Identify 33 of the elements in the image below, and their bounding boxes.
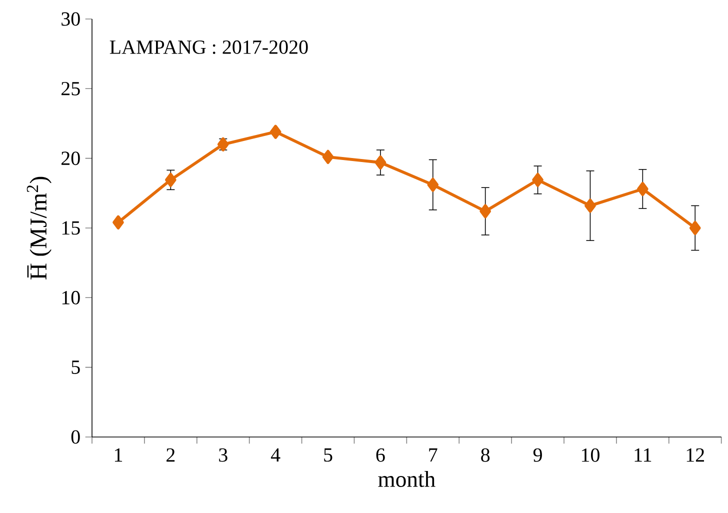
point — [374, 155, 386, 170]
x-tick-label: 11 — [634, 448, 652, 462]
x-tick-label: 6 — [376, 448, 385, 462]
point — [165, 172, 176, 187]
point — [532, 172, 544, 187]
x-tick-label: 1 — [114, 448, 122, 462]
x-tick-label: 12 — [686, 448, 704, 462]
point — [584, 198, 596, 213]
x-tick-label: 5 — [324, 448, 332, 462]
point — [689, 220, 701, 236]
annotation: LAMPANG : 2017-2020 — [110, 40, 308, 54]
y-tick-label: 15 — [62, 221, 80, 235]
y-axis-title: H̅ (MJ/m$^{2}$) — [26, 176, 52, 280]
x-tick-label: 4 — [270, 448, 280, 462]
y-tick-label: 0 — [71, 430, 80, 444]
point — [427, 178, 439, 192]
x-tick-label: 8 — [481, 448, 490, 462]
x-tick-label: 7 — [429, 448, 438, 462]
point — [636, 182, 648, 196]
point — [112, 215, 124, 230]
y-tick-label: 10 — [62, 290, 80, 304]
x-tick-label: 3 — [219, 448, 228, 462]
y-tick-label: 25 — [62, 82, 80, 96]
x-tick-label: 9 — [533, 448, 542, 462]
y-tick-label: 5 — [72, 360, 80, 374]
point — [322, 150, 334, 164]
x-tick-label: 10 — [582, 448, 600, 462]
point — [270, 124, 282, 139]
y-tick-label: 30 — [62, 12, 80, 26]
x-axis-title: month — [378, 471, 436, 487]
y-tick-label: 20 — [62, 152, 80, 166]
point — [480, 204, 492, 218]
x-tick-label: 2 — [166, 448, 175, 462]
